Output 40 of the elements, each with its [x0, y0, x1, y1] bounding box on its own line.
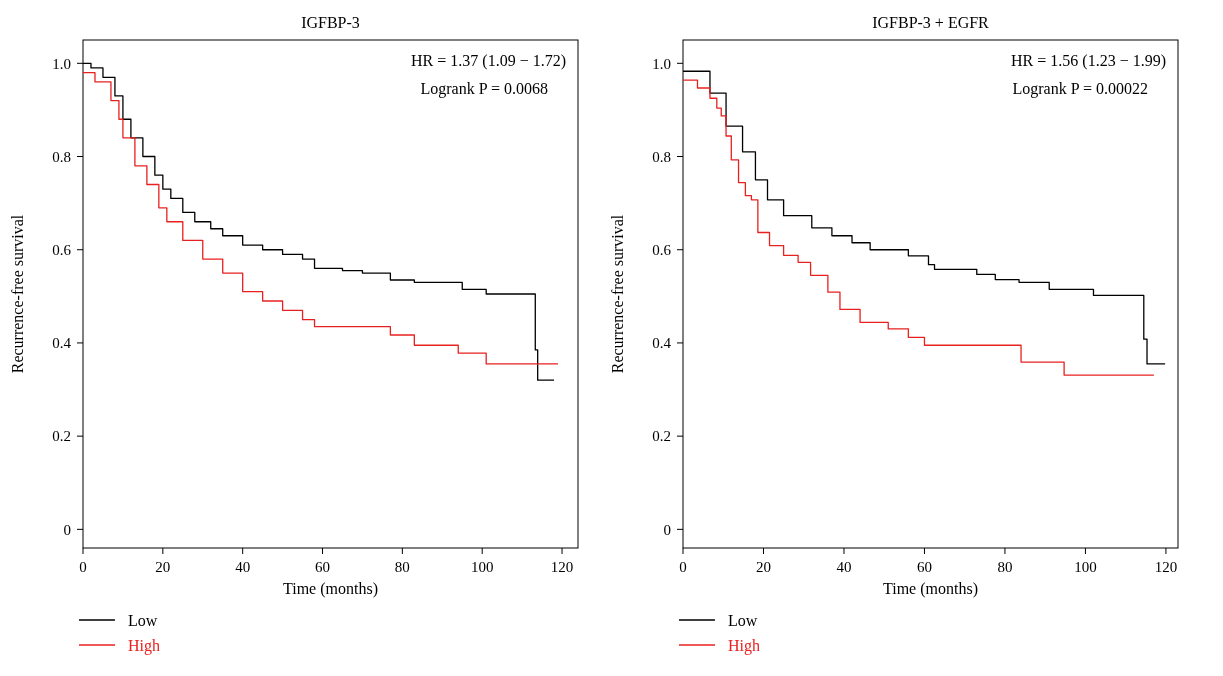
- y-tick-label: 0: [63, 521, 71, 538]
- legend-label: Low: [128, 611, 158, 629]
- x-tick-label: 80: [394, 559, 410, 575]
- y-tick-label: 1.0: [52, 55, 71, 72]
- chart-title: IGFBP-3: [301, 14, 360, 31]
- y-tick-label: 0.8: [52, 148, 71, 165]
- y-tick-label: 0.2: [652, 428, 671, 445]
- annotation: Logrank P = 0.00022: [1012, 79, 1148, 98]
- chart-title: IGFBP-3 + EGFR: [872, 14, 990, 31]
- legend-label: High: [728, 636, 760, 655]
- y-tick-label: 0.2: [52, 428, 71, 445]
- y-tick-label: 0.6: [52, 241, 72, 258]
- x-axis-title: Time (months): [283, 580, 378, 598]
- x-tick-label: 120: [550, 559, 574, 575]
- annotation: HR = 1.37 (1.09 − 1.72): [411, 51, 566, 70]
- x-tick-label: 20: [155, 559, 171, 575]
- y-tick-label: 0.4: [652, 335, 672, 352]
- y-axis-title: Recurrence-free survival: [9, 214, 26, 374]
- y-tick-label: 0.6: [652, 241, 672, 258]
- x-tick-label: 40: [836, 559, 852, 575]
- x-tick-label: 120: [1154, 559, 1178, 575]
- x-tick-label: 60: [916, 559, 932, 575]
- x-tick-label: 0: [679, 559, 687, 575]
- x-tick-label: 60: [315, 559, 331, 575]
- annotation: Logrank P = 0.0068: [420, 79, 548, 98]
- y-tick-label: 1.0: [652, 55, 671, 72]
- x-tick-label: 0: [79, 559, 87, 575]
- x-tick-label: 100: [1074, 559, 1097, 575]
- y-tick-label: 0.4: [52, 335, 72, 352]
- x-tick-label: 40: [235, 559, 251, 575]
- legend-label: Low: [728, 611, 758, 629]
- x-axis-title: Time (months): [883, 580, 978, 598]
- y-tick-label: 0.8: [652, 148, 671, 165]
- x-tick-label: 100: [470, 559, 494, 575]
- x-tick-label: 80: [997, 559, 1013, 575]
- legend-label: High: [128, 636, 160, 655]
- annotation: HR = 1.56 (1.23 − 1.99): [1011, 51, 1166, 70]
- y-axis-title: Recurrence-free survival: [609, 214, 626, 374]
- x-tick-label: 20: [755, 559, 771, 575]
- y-tick-label: 0: [663, 521, 671, 538]
